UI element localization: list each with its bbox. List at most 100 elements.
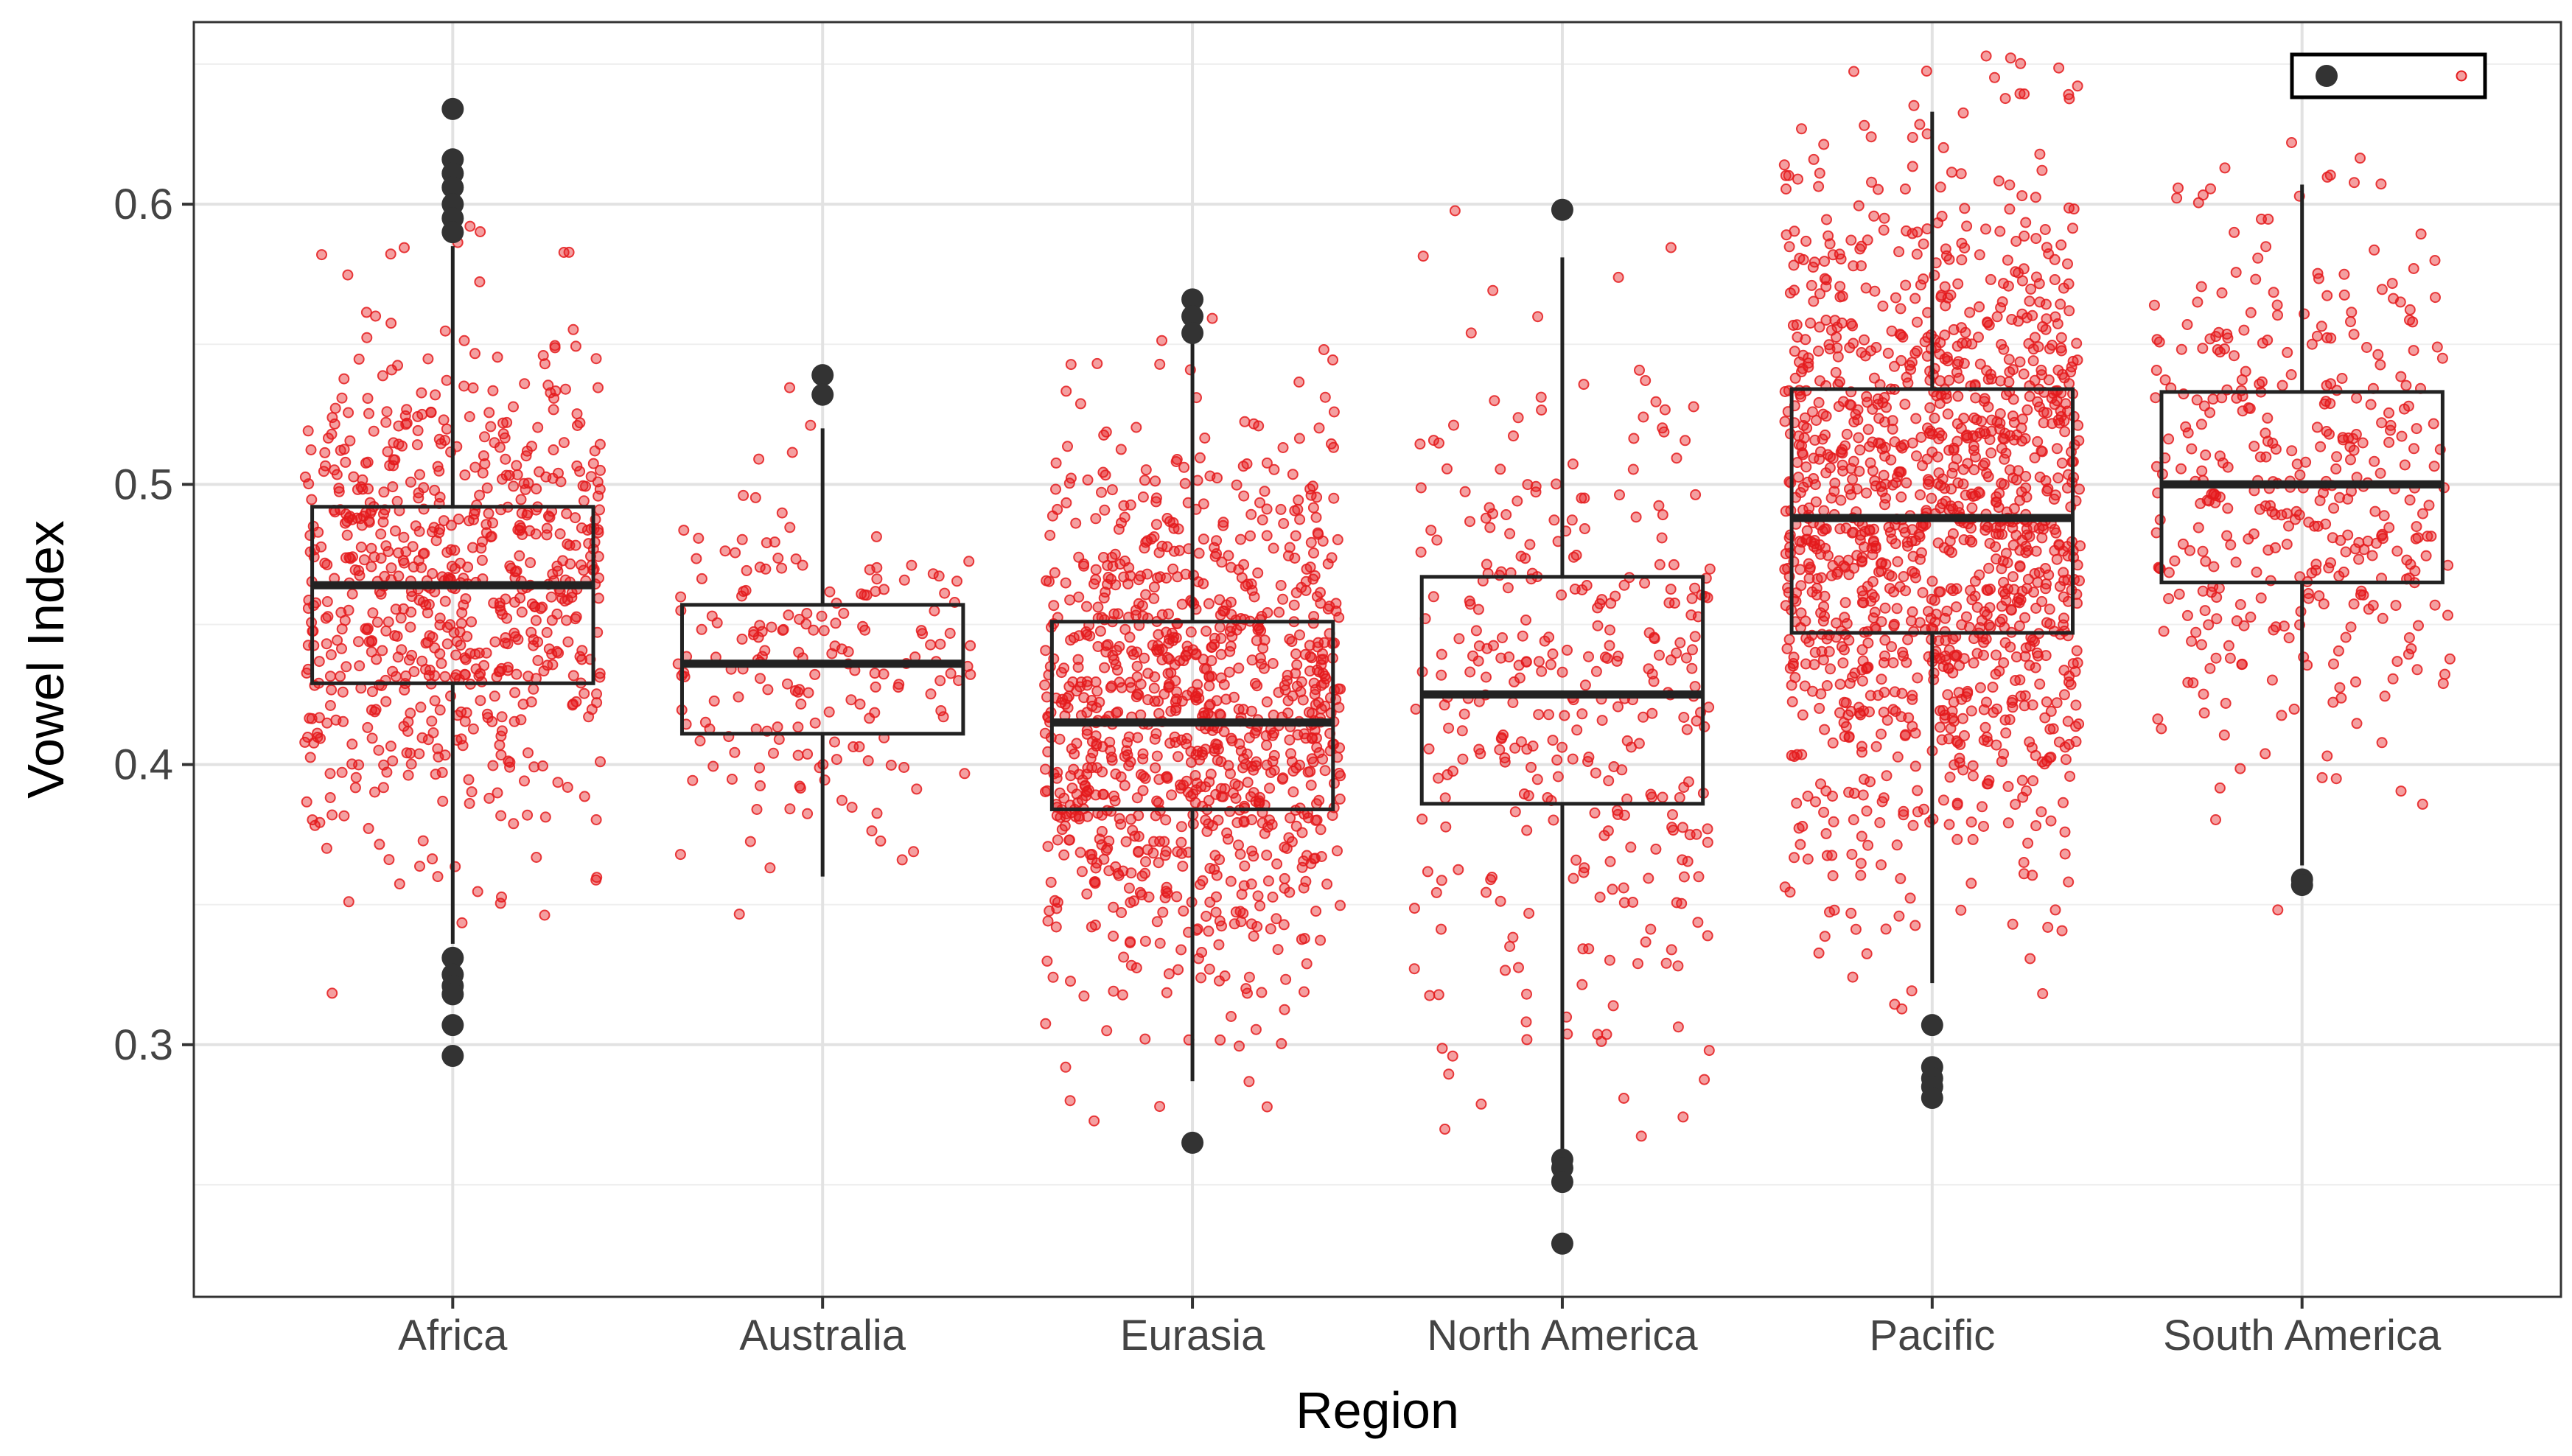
jitter-point bbox=[675, 591, 687, 603]
jitter-point bbox=[1818, 806, 1830, 818]
outlier-point bbox=[441, 97, 464, 120]
jitter-point bbox=[1233, 704, 1245, 715]
jitter-point bbox=[1862, 424, 1874, 435]
jitter-point bbox=[1153, 797, 1164, 808]
jitter-point bbox=[1981, 467, 1993, 479]
jitter-point bbox=[593, 382, 604, 393]
jitter-point bbox=[769, 536, 780, 548]
jitter-point bbox=[1864, 441, 1876, 452]
jitter-point bbox=[1802, 853, 1814, 865]
jitter-point bbox=[2052, 414, 2064, 426]
jitter-point bbox=[1094, 626, 1106, 637]
jitter-point bbox=[1668, 598, 1680, 609]
jitter-point bbox=[1427, 591, 1439, 603]
jitter-point bbox=[1190, 648, 1202, 659]
jitter-point bbox=[2214, 782, 2226, 794]
jitter-point bbox=[1618, 882, 1629, 894]
jitter-point bbox=[1311, 741, 1323, 753]
jitter-point bbox=[1951, 601, 1963, 613]
jitter-point bbox=[1836, 641, 1848, 653]
jitter-point bbox=[2336, 373, 2348, 384]
jitter-point bbox=[1556, 589, 1568, 601]
jitter-point bbox=[1211, 548, 1223, 559]
jitter-point bbox=[2030, 192, 2041, 203]
jitter-point bbox=[1157, 906, 1169, 918]
jitter-point bbox=[1433, 437, 1444, 449]
plot-panel bbox=[192, 21, 2562, 1298]
jitter-point bbox=[2015, 57, 2027, 69]
jitter-point bbox=[1054, 787, 1066, 799]
jitter-point bbox=[377, 370, 388, 382]
jitter-point bbox=[1086, 735, 1098, 747]
jitter-point bbox=[1991, 553, 2002, 565]
jitter-point bbox=[362, 721, 374, 733]
jitter-point bbox=[2199, 605, 2211, 617]
jitter-point bbox=[1256, 987, 1268, 998]
jitter-point bbox=[1638, 411, 1649, 423]
jitter-point bbox=[1050, 483, 1061, 495]
jitter-point bbox=[1480, 512, 1492, 524]
jitter-point bbox=[1481, 886, 1492, 898]
jitter-point bbox=[2014, 560, 2026, 572]
jitter-point bbox=[756, 626, 768, 637]
jitter-point bbox=[1504, 941, 1516, 952]
jitter-point bbox=[1065, 770, 1077, 782]
jitter-point bbox=[2038, 758, 2050, 770]
jitter-point bbox=[1867, 404, 1879, 415]
jitter-point bbox=[1153, 696, 1164, 707]
jitter-point bbox=[2030, 603, 2042, 614]
jitter-point bbox=[1876, 673, 1887, 685]
legend bbox=[2290, 52, 2487, 99]
jitter-point bbox=[2262, 335, 2274, 346]
jitter-point bbox=[2429, 599, 2441, 611]
jitter-point bbox=[1223, 666, 1235, 678]
jitter-point bbox=[487, 760, 499, 771]
jitter-point bbox=[1159, 892, 1171, 903]
jitter-point bbox=[1937, 794, 1949, 806]
jitter-point bbox=[589, 445, 601, 457]
jitter-point bbox=[1686, 592, 1698, 604]
jitter-point bbox=[1423, 743, 1435, 755]
jitter-point bbox=[308, 737, 320, 749]
jitter-point bbox=[1974, 249, 1985, 261]
jitter-point bbox=[370, 704, 382, 715]
jitter-point bbox=[2369, 244, 2380, 256]
jitter-point bbox=[590, 353, 602, 365]
jitter-point bbox=[1691, 715, 1702, 727]
jitter-point bbox=[429, 695, 441, 707]
x-tick-label: South America bbox=[2163, 1312, 2442, 1359]
jitter-point bbox=[456, 607, 468, 619]
jitter-point bbox=[1918, 273, 1929, 285]
jitter-point bbox=[1148, 581, 1160, 593]
jitter-point bbox=[1171, 891, 1183, 903]
jitter-point bbox=[2369, 455, 2380, 467]
jitter-point bbox=[1215, 783, 1227, 794]
jitter-point bbox=[531, 483, 542, 494]
jitter-point bbox=[401, 417, 413, 429]
jitter-point bbox=[2182, 427, 2194, 438]
jitter-point bbox=[870, 531, 882, 542]
jitter-point bbox=[2190, 626, 2202, 638]
jitter-point bbox=[2321, 426, 2332, 437]
jitter-point bbox=[323, 433, 334, 444]
jitter-point bbox=[1665, 654, 1677, 666]
jitter-point bbox=[1094, 696, 1105, 708]
jitter-point bbox=[2058, 619, 2069, 631]
jitter-point bbox=[583, 711, 595, 723]
jitter-point bbox=[1240, 580, 1251, 592]
jitter-point bbox=[845, 694, 857, 706]
x-tick-label: Africa bbox=[398, 1312, 508, 1359]
jitter-point bbox=[474, 276, 486, 287]
jitter-point bbox=[1980, 223, 1991, 235]
jitter-point bbox=[1926, 575, 1938, 587]
jitter-point bbox=[2302, 588, 2314, 599]
jitter-point bbox=[374, 839, 385, 850]
jitter-point bbox=[2049, 904, 2061, 916]
jitter-point bbox=[2365, 399, 2377, 410]
jitter-point bbox=[2362, 535, 2374, 547]
jitter-point bbox=[1826, 850, 1838, 861]
jitter-point bbox=[1296, 676, 1307, 687]
jitter-point bbox=[1791, 319, 1803, 331]
jitter-point bbox=[2021, 785, 2033, 797]
